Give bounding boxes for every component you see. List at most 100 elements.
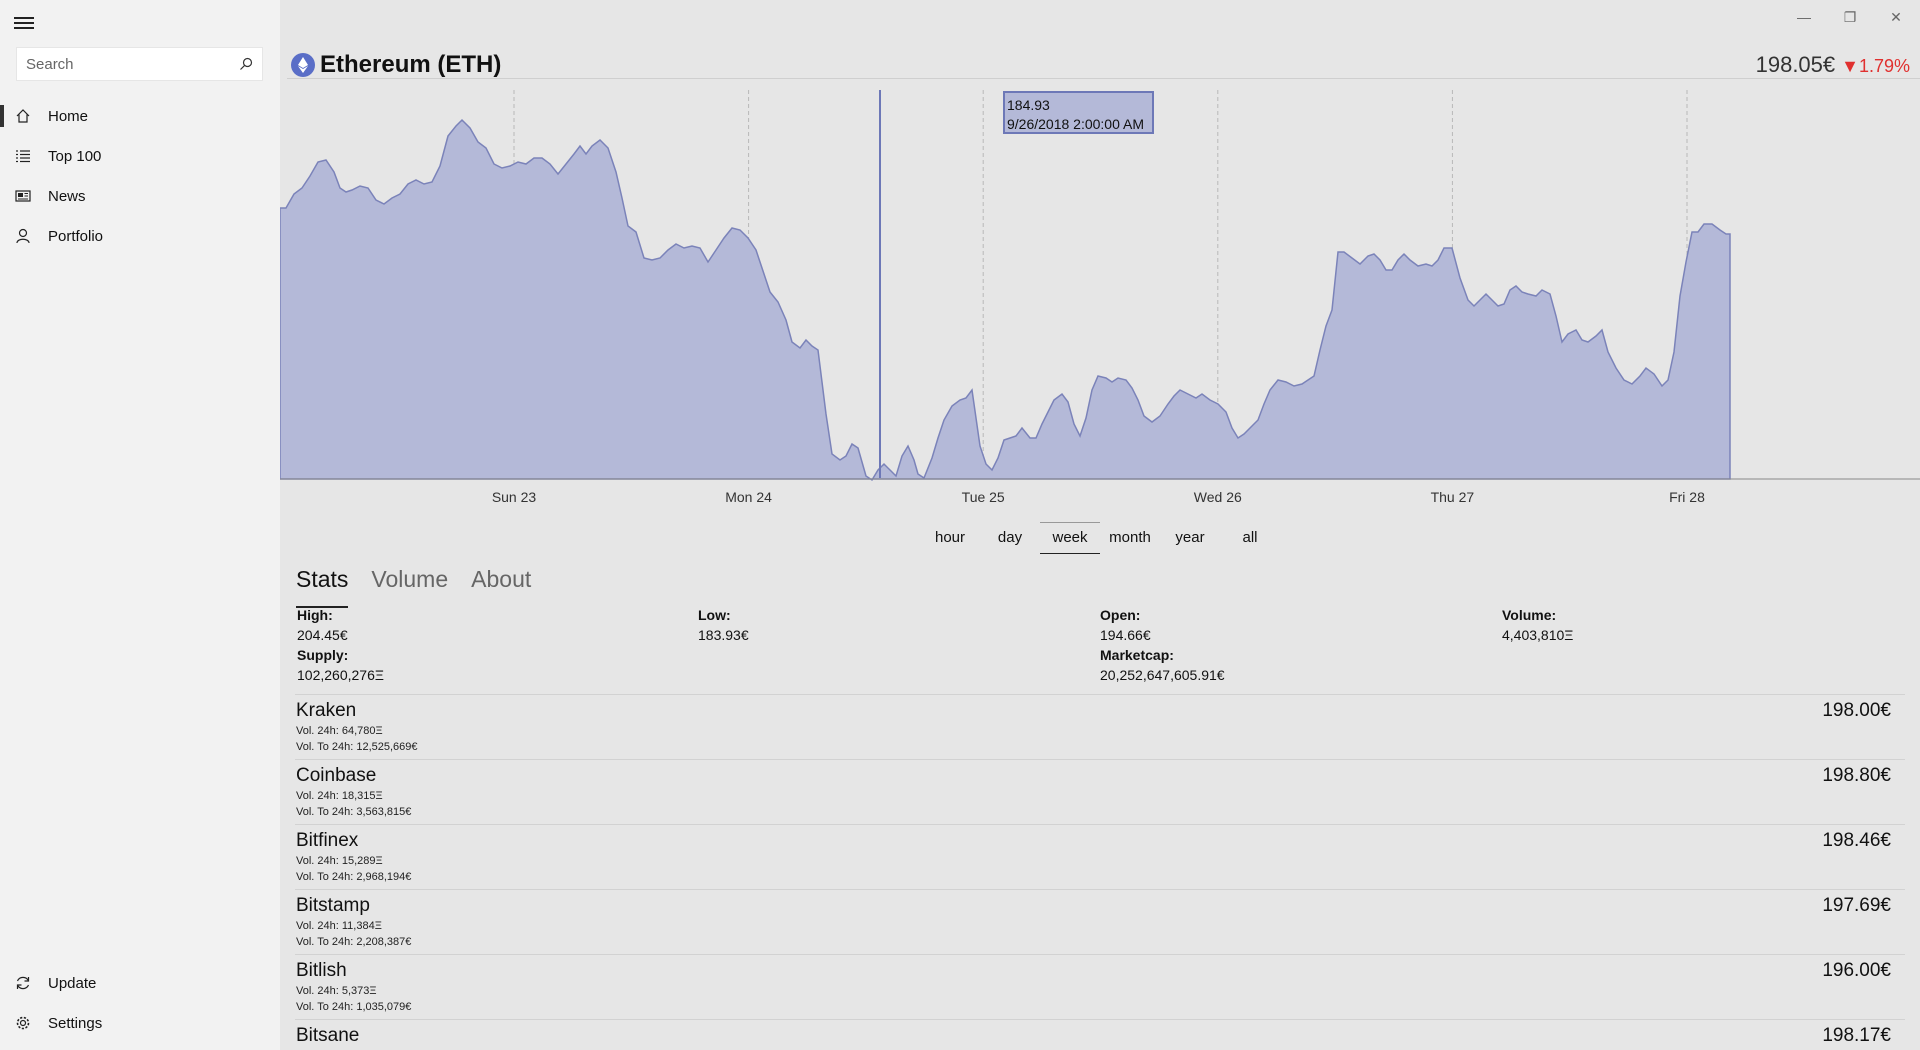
x-tick-label: Mon 24 — [725, 489, 772, 505]
chart-tooltip: 184.93 9/26/2018 2:00:00 AM — [1003, 91, 1154, 134]
detail-tabs: Stats Volume About — [296, 566, 554, 608]
exchange-price: 198.80€ — [1822, 765, 1891, 786]
nav-bottom: Update Settings — [0, 963, 280, 1043]
range-week-button[interactable]: week — [1040, 522, 1100, 554]
exchange-price: 197.69€ — [1822, 895, 1891, 916]
exchange-volume-to: Vol. To 24h: 12,525,669€ — [296, 741, 418, 753]
exchange-row[interactable]: Kraken Vol. 24h: 64,780Ξ Vol. To 24h: 12,5… — [296, 699, 1891, 764]
exchange-row[interactable]: Coinbase Vol. 24h: 18,315Ξ Vol. To 24h: 3,… — [296, 764, 1891, 829]
minimize-icon[interactable]: — — [1797, 9, 1811, 25]
exchange-volume: Vol. 24h: 5,373Ξ — [296, 985, 377, 997]
tab-volume[interactable]: Volume — [371, 566, 449, 592]
time-range-selector: hour day week month year all — [920, 522, 1280, 554]
x-tick-label: Tue 25 — [962, 489, 1005, 505]
current-price: 198.05€ — [1755, 52, 1836, 77]
nav-item-label: News — [48, 187, 86, 205]
nav-item-home[interactable]: Home — [0, 96, 280, 136]
row-divider — [295, 889, 1905, 890]
stat-value: 4,403,810Ξ — [1502, 627, 1574, 643]
gear-icon — [16, 1016, 30, 1030]
hamburger-menu-icon[interactable] — [14, 14, 34, 30]
row-divider — [295, 824, 1905, 825]
x-tick-label: Wed 26 — [1194, 489, 1242, 505]
stat-label: High: — [297, 607, 333, 623]
tab-about[interactable]: About — [471, 566, 532, 592]
stat-value: 20,252,647,605.91€ — [1100, 667, 1225, 683]
exchange-price: 198.46€ — [1822, 830, 1891, 851]
nav-item-settings[interactable]: Settings — [0, 1003, 280, 1043]
exchange-volume: Vol. 24h: 64,780Ξ — [296, 725, 383, 737]
stat-volume: Volume: 4,403,810Ξ — [1502, 605, 1573, 645]
home-icon — [16, 109, 30, 123]
coin-header: Ethereum (ETH) — [291, 50, 501, 80]
range-year-button[interactable]: year — [1175, 529, 1205, 546]
row-divider — [295, 759, 1905, 760]
stat-open: Open: 194.66€ — [1100, 605, 1151, 645]
range-all-button[interactable]: all — [1242, 529, 1258, 546]
exchange-volume: Vol. 24h: 11,384Ξ — [296, 920, 382, 932]
chart-svg: Sun 23 Mon 24 Tue 25 Wed 26 Thu 27 Fri 28 — [280, 90, 1920, 505]
exchange-row[interactable]: Bitstamp Vol. 24h: 11,384Ξ Vol. To 24h: 2,… — [296, 894, 1891, 959]
nav-item-top-100[interactable]: Top 100 — [0, 136, 280, 176]
price-area — [280, 118, 1731, 482]
nav-item-label: Home — [48, 107, 89, 125]
stat-value: 183.93€ — [698, 627, 749, 643]
exchange-row[interactable]: Bitlish Vol. 24h: 5,373Ξ Vol. To 24h: 1,03… — [296, 959, 1891, 1024]
search-box — [16, 47, 263, 81]
stat-label: Volume: — [1502, 607, 1557, 623]
nav-item-update[interactable]: Update — [0, 963, 280, 1003]
exchange-volume: Vol. 24h: 15,289Ξ — [296, 855, 383, 867]
nav-item-label: Top 100 — [48, 147, 102, 165]
price-chart[interactable]: Sun 23 Mon 24 Tue 25 Wed 26 Thu 27 Fri 28 — [280, 90, 1920, 510]
stat-marketcap: Marketcap: 20,252,647,605.91€ — [1100, 645, 1225, 685]
stat-supply: Supply: 102,260,276Ξ — [297, 645, 384, 685]
ethereum-logo-icon — [291, 53, 315, 77]
exchange-row[interactable]: Bitsane 198.17€ — [296, 1024, 1891, 1050]
exchange-row[interactable]: Bitfinex Vol. 24h: 15,289Ξ Vol. To 24h: 2,… — [296, 829, 1891, 894]
exchange-name: Bitstamp — [296, 895, 370, 916]
restore-icon[interactable]: ❐ — [1843, 8, 1857, 25]
stat-label: Low: — [698, 607, 731, 623]
nav-item-label: Settings — [48, 1014, 103, 1032]
x-axis-ticks: Sun 23 Mon 24 Tue 25 Wed 26 Thu 27 Fri 28 — [492, 489, 1705, 505]
price-change: ▼1.79% — [1841, 56, 1910, 76]
nav-item-portfolio[interactable]: Portfolio — [0, 216, 280, 256]
stat-value: 194.66€ — [1100, 627, 1151, 643]
exchange-price: 196.00€ — [1822, 960, 1891, 981]
price-box: 198.05€ ▼1.79% — [1756, 52, 1910, 78]
stat-value: 204.45€ — [297, 627, 348, 643]
stat-label: Marketcap: — [1100, 647, 1174, 663]
exchange-name: Bitfinex — [296, 830, 359, 851]
exchange-name: Bitsane — [296, 1025, 360, 1046]
tooltip-value: 184.93 — [1007, 97, 1050, 113]
nav-list: Home Top 100 News — [0, 96, 280, 256]
row-divider — [295, 954, 1905, 955]
page-title: Ethereum (ETH) — [320, 51, 502, 78]
range-month-button[interactable]: month — [1109, 529, 1151, 546]
range-day-button[interactable]: day — [997, 529, 1023, 546]
exchange-volume-to: Vol. To 24h: 1,035,079€ — [296, 1001, 412, 1013]
nav-item-label: Update — [48, 974, 97, 992]
exchange-volume-to: Vol. To 24h: 3,563,815€ — [296, 806, 412, 818]
search-input[interactable] — [17, 48, 227, 80]
list-icon — [16, 150, 30, 163]
close-icon[interactable]: ✕ — [1890, 8, 1902, 25]
header-divider — [287, 78, 1920, 79]
stat-low: Low: 183.93€ — [698, 605, 749, 645]
exchange-volume-to: Vol. To 24h: 2,208,387€ — [296, 936, 412, 948]
x-tick-label: Sun 23 — [492, 489, 537, 505]
stat-high: High: 204.45€ — [297, 605, 348, 645]
x-tick-label: Thu 27 — [1431, 489, 1475, 505]
nav-item-news[interactable]: News — [0, 176, 280, 216]
stat-value: 102,260,276Ξ — [297, 667, 384, 683]
sidebar: Home Top 100 News — [0, 0, 280, 1050]
exchange-name: Kraken — [296, 700, 357, 721]
nav-item-label: Portfolio — [48, 227, 104, 245]
tab-stats[interactable]: Stats — [296, 566, 349, 608]
x-tick-label: Fri 28 — [1669, 489, 1705, 505]
refresh-icon — [16, 976, 30, 990]
range-hour-button[interactable]: hour — [934, 529, 966, 546]
exchange-volume-to: Vol. To 24h: 2,968,194€ — [296, 871, 412, 883]
search-icon[interactable] — [238, 56, 254, 72]
news-icon — [15, 190, 31, 202]
